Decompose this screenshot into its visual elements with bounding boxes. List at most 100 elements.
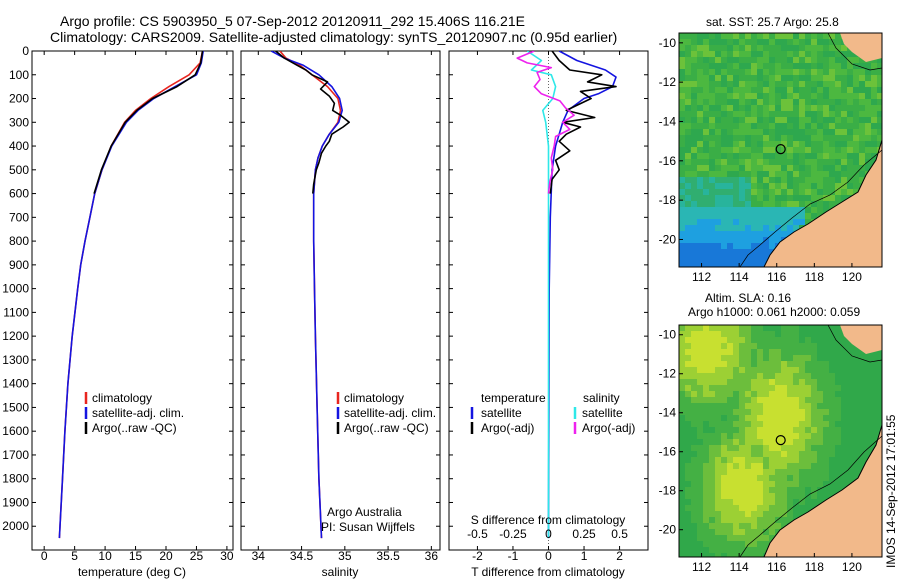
heat-cell — [691, 355, 698, 362]
heat-cell — [817, 481, 824, 488]
heat-cell — [709, 523, 716, 530]
heat-cell — [697, 439, 704, 446]
heat-cell — [793, 99, 800, 106]
heat-cell — [733, 99, 740, 106]
heat-cell — [817, 343, 824, 350]
heat-cell — [727, 165, 734, 172]
heat-cell — [697, 409, 704, 416]
heat-cell — [703, 63, 710, 70]
heat-cell — [709, 361, 716, 368]
heat-cell — [751, 153, 758, 160]
heat-cell — [781, 517, 788, 524]
heat-cell — [685, 355, 692, 362]
heat-cell — [727, 231, 734, 238]
heat-cell — [787, 75, 794, 82]
heat-cell — [775, 183, 782, 190]
heat-cell — [763, 207, 770, 214]
heat-cell — [703, 409, 710, 416]
heat-cell — [679, 117, 686, 124]
heat-cell — [751, 213, 758, 220]
heat-cell — [859, 159, 866, 166]
heat-cell — [841, 147, 848, 154]
heat-cell — [799, 373, 806, 380]
heat-cell — [877, 93, 882, 100]
heat-cell — [763, 385, 770, 392]
heat-cell — [841, 355, 848, 362]
heat-cell — [805, 171, 812, 178]
heat-cell — [757, 183, 764, 190]
heat-cell — [817, 433, 824, 440]
heat-cell — [775, 451, 782, 458]
heat-cell — [775, 487, 782, 494]
heat-cell — [715, 39, 722, 46]
y-tick-label: 1000 — [2, 282, 29, 296]
heat-cell — [877, 355, 882, 362]
heat-cell — [829, 487, 836, 494]
heat-cell — [787, 129, 794, 136]
heat-cell — [697, 385, 704, 392]
series-line-s-satellite — [526, 51, 557, 539]
heat-cell — [679, 445, 686, 452]
heat-cell — [679, 219, 686, 226]
heat-cell — [745, 261, 752, 267]
heat-cell — [715, 231, 722, 238]
heat-cell — [763, 547, 770, 554]
heat-cell — [859, 421, 866, 428]
heat-cell — [727, 159, 734, 166]
heat-cell — [691, 165, 698, 172]
heat-cell — [805, 481, 812, 488]
heat-cell — [841, 337, 848, 344]
heat-cell — [781, 159, 788, 166]
heat-cell — [841, 129, 848, 136]
heat-cell — [781, 421, 788, 428]
heat-cell — [691, 397, 698, 404]
heat-cell — [703, 255, 710, 262]
heat-cell — [733, 153, 740, 160]
heat-cell — [733, 523, 740, 530]
heat-cell — [691, 135, 698, 142]
heat-cell — [745, 427, 752, 434]
heat-cell — [757, 325, 764, 332]
heat-cell — [685, 75, 692, 82]
heat-cell — [721, 337, 728, 344]
heat-cell — [793, 337, 800, 344]
heat-cell — [805, 183, 812, 190]
heat-cell — [769, 493, 776, 500]
heat-cell — [763, 63, 770, 70]
heat-cell — [715, 105, 722, 112]
heat-cell — [685, 415, 692, 422]
heat-cell — [739, 505, 746, 512]
heat-cell — [793, 33, 800, 40]
heat-cell — [787, 397, 794, 404]
heat-cell — [727, 195, 734, 202]
heat-cell — [805, 177, 812, 184]
heat-cell — [859, 433, 866, 440]
heat-cell — [805, 63, 812, 70]
heat-cell — [721, 45, 728, 52]
heat-cell — [691, 87, 698, 94]
heat-cell — [859, 87, 866, 94]
heat-cell — [769, 331, 776, 338]
heat-cell — [757, 45, 764, 52]
heat-cell — [781, 201, 788, 208]
argo-position-marker — [775, 144, 786, 155]
heat-cell — [829, 33, 836, 40]
y-tick-label: 1200 — [2, 329, 29, 343]
heat-cell — [793, 153, 800, 160]
heat-cell — [721, 129, 728, 136]
heat-cell — [757, 225, 764, 232]
heat-cell — [715, 237, 722, 244]
heat-cell — [799, 379, 806, 386]
heat-cell — [871, 93, 878, 100]
heat-cell — [691, 385, 698, 392]
heat-cell — [715, 403, 722, 410]
heat-cell — [679, 481, 686, 488]
heat-cell — [841, 415, 848, 422]
heat-cell — [805, 201, 812, 208]
heat-cell — [841, 445, 848, 452]
heat-cell — [799, 99, 806, 106]
heat-cell — [715, 249, 722, 256]
salinity-panel-frame — [240, 50, 441, 551]
heat-cell — [691, 337, 698, 344]
legend-label-t-argo: Argo(-adj) — [481, 421, 534, 435]
